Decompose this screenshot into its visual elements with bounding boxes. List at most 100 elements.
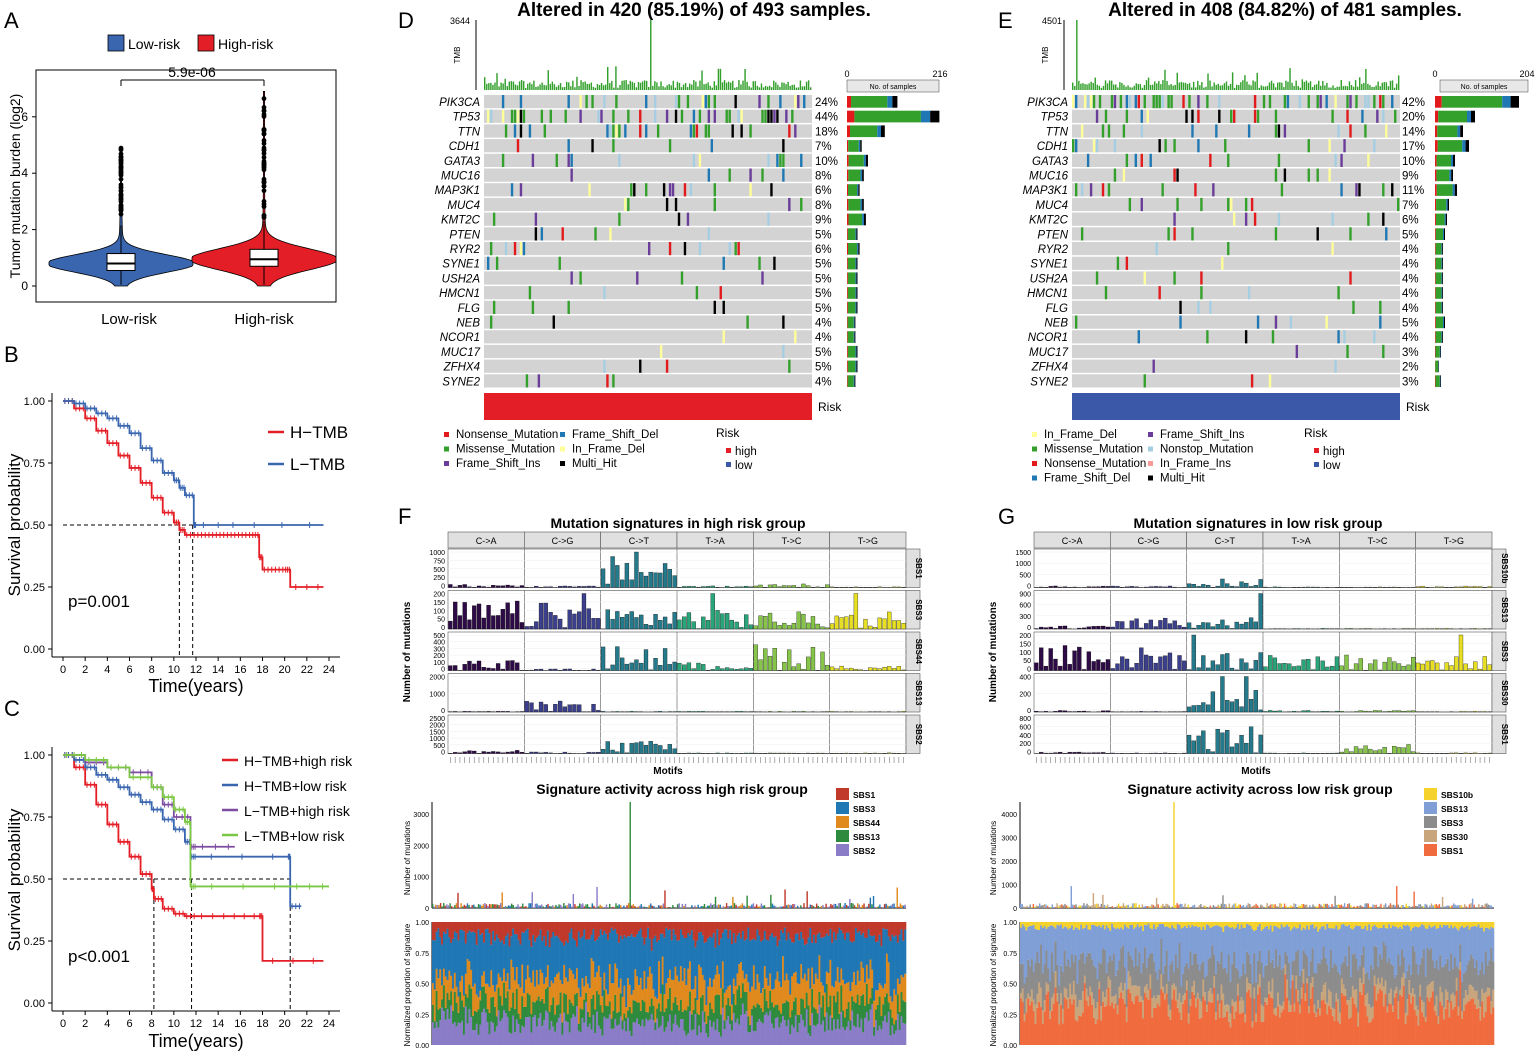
g-prop-seg (1034, 1004, 1037, 1024)
f-prop-seg (696, 940, 699, 1000)
f-prop-seg (493, 940, 497, 992)
e-tmb-bar (1088, 83, 1090, 90)
g-motif-bar (1091, 752, 1096, 754)
f-prop-seg (663, 922, 666, 938)
d-tmb-bar (652, 85, 654, 90)
g-motif-bar (1477, 586, 1483, 588)
f-motif-bar (553, 703, 558, 713)
g-motif-bar (1272, 710, 1278, 713)
f-activity-bar (659, 905, 661, 908)
f-prop-seg (823, 1031, 827, 1045)
g-motif-bar (1101, 662, 1106, 671)
g-activity-bar (1261, 905, 1264, 908)
e-mutation-cell (1140, 153, 1143, 167)
e-tmb-bar (1203, 87, 1205, 90)
f-motif-bar (610, 664, 615, 671)
f-motif-bar (557, 700, 563, 713)
f-prop-seg (510, 922, 513, 937)
f-prop-seg (659, 922, 663, 934)
e-tmb-bar (1260, 85, 1263, 90)
f-prop-seg (854, 1027, 858, 1045)
g-motif-bar (1201, 655, 1206, 671)
e-mutation-cell (1274, 109, 1278, 123)
e-mutation-cell (1074, 183, 1078, 197)
g-activity-bar (1451, 905, 1453, 908)
f-prop-seg (441, 922, 444, 945)
g-motif-bar (1358, 748, 1363, 754)
g-sig-ytick: 0 (1027, 750, 1031, 757)
e-tmb-bar (1184, 82, 1187, 90)
d-tmb-bar (615, 66, 617, 90)
f-prop-seg (442, 985, 446, 1012)
f-activity-bar (586, 904, 589, 908)
a-outlier-point (261, 151, 267, 156)
d-tmb-bar (607, 66, 609, 90)
d-tmb-bar (574, 87, 576, 90)
f-prop-seg (887, 922, 890, 937)
f-prop-seg (716, 922, 719, 930)
f-prop-seg (794, 997, 797, 1016)
d-title: Altered in 420 (85.19%) of 493 samples. (517, 0, 871, 21)
f-motif-bar (624, 663, 630, 671)
f-motif-bar (849, 614, 854, 630)
f-prop-seg (825, 983, 828, 1013)
f-sig-strip (905, 714, 921, 754)
f-motif-bar (495, 585, 501, 588)
d-count-bar-seg (847, 184, 849, 196)
g-motif-bar (1334, 752, 1340, 754)
f-prop-seg (442, 968, 446, 986)
f-prop-seg (721, 988, 724, 1008)
f-motif-bar (667, 569, 672, 588)
d-tmb-bar (693, 80, 695, 90)
f-title: Mutation signatures in high risk group (550, 515, 805, 531)
f-motif-bar (600, 749, 606, 754)
g-activity-bar (1181, 903, 1183, 908)
f-prop-seg (439, 969, 442, 1009)
e-count-bar-seg (1435, 301, 1442, 314)
f-prop-seg (829, 1015, 832, 1045)
g-activity-bar (1147, 906, 1150, 908)
c-x-tick-label: 6 (126, 1018, 132, 1030)
d-mutation-cell (722, 330, 725, 344)
e-legend-swatch (1148, 461, 1153, 466)
f-activity-bar (559, 904, 562, 908)
e-mutation-cell (1191, 124, 1194, 138)
f-motif-bar (515, 750, 520, 754)
f-prop-seg (645, 937, 648, 989)
f-prop-seg (647, 1020, 650, 1045)
f-prop-seg (836, 922, 839, 934)
d-tmb-bar (736, 87, 738, 90)
f-prop-seg (741, 983, 745, 1004)
f-prop-seg (869, 959, 872, 999)
f-prop-seg (656, 942, 659, 999)
g-motif-bar (1401, 628, 1406, 630)
f-prop-seg (541, 1026, 544, 1045)
d-count-bar-seg (848, 140, 859, 152)
f-motif-bar (529, 751, 534, 754)
f-prop-seg (782, 1003, 785, 1017)
d-tmb-bar (775, 82, 777, 90)
f-prop-seg (577, 931, 580, 988)
f-prop-seg (694, 922, 697, 948)
d-gene-tp53: TP53 (453, 112, 481, 124)
g-motif-bar (1058, 625, 1063, 630)
e-tmb-bar (1385, 82, 1388, 90)
f-prop-seg (765, 1000, 768, 1013)
f-prop-seg (714, 974, 717, 996)
f-prop-seg (716, 1019, 719, 1045)
g-activity-bar (1111, 906, 1114, 908)
f-activity-bar (623, 905, 625, 908)
f-prop-seg (789, 1017, 792, 1035)
f-prop-seg (687, 922, 690, 933)
f-prop-seg (845, 922, 848, 933)
g-activity-bar (1174, 905, 1177, 908)
e-mutation-cell (1107, 183, 1111, 197)
f-prop-seg (674, 922, 677, 935)
c-curve-3 (63, 754, 329, 888)
e-mutation-cell (1107, 124, 1111, 138)
f-prop-seg (493, 922, 497, 941)
f-prop-seg (844, 1030, 847, 1045)
f-prop-seg (716, 994, 719, 1020)
e-gene-muc17: MUC17 (1029, 347, 1069, 359)
g-motif-bar (1167, 585, 1173, 588)
